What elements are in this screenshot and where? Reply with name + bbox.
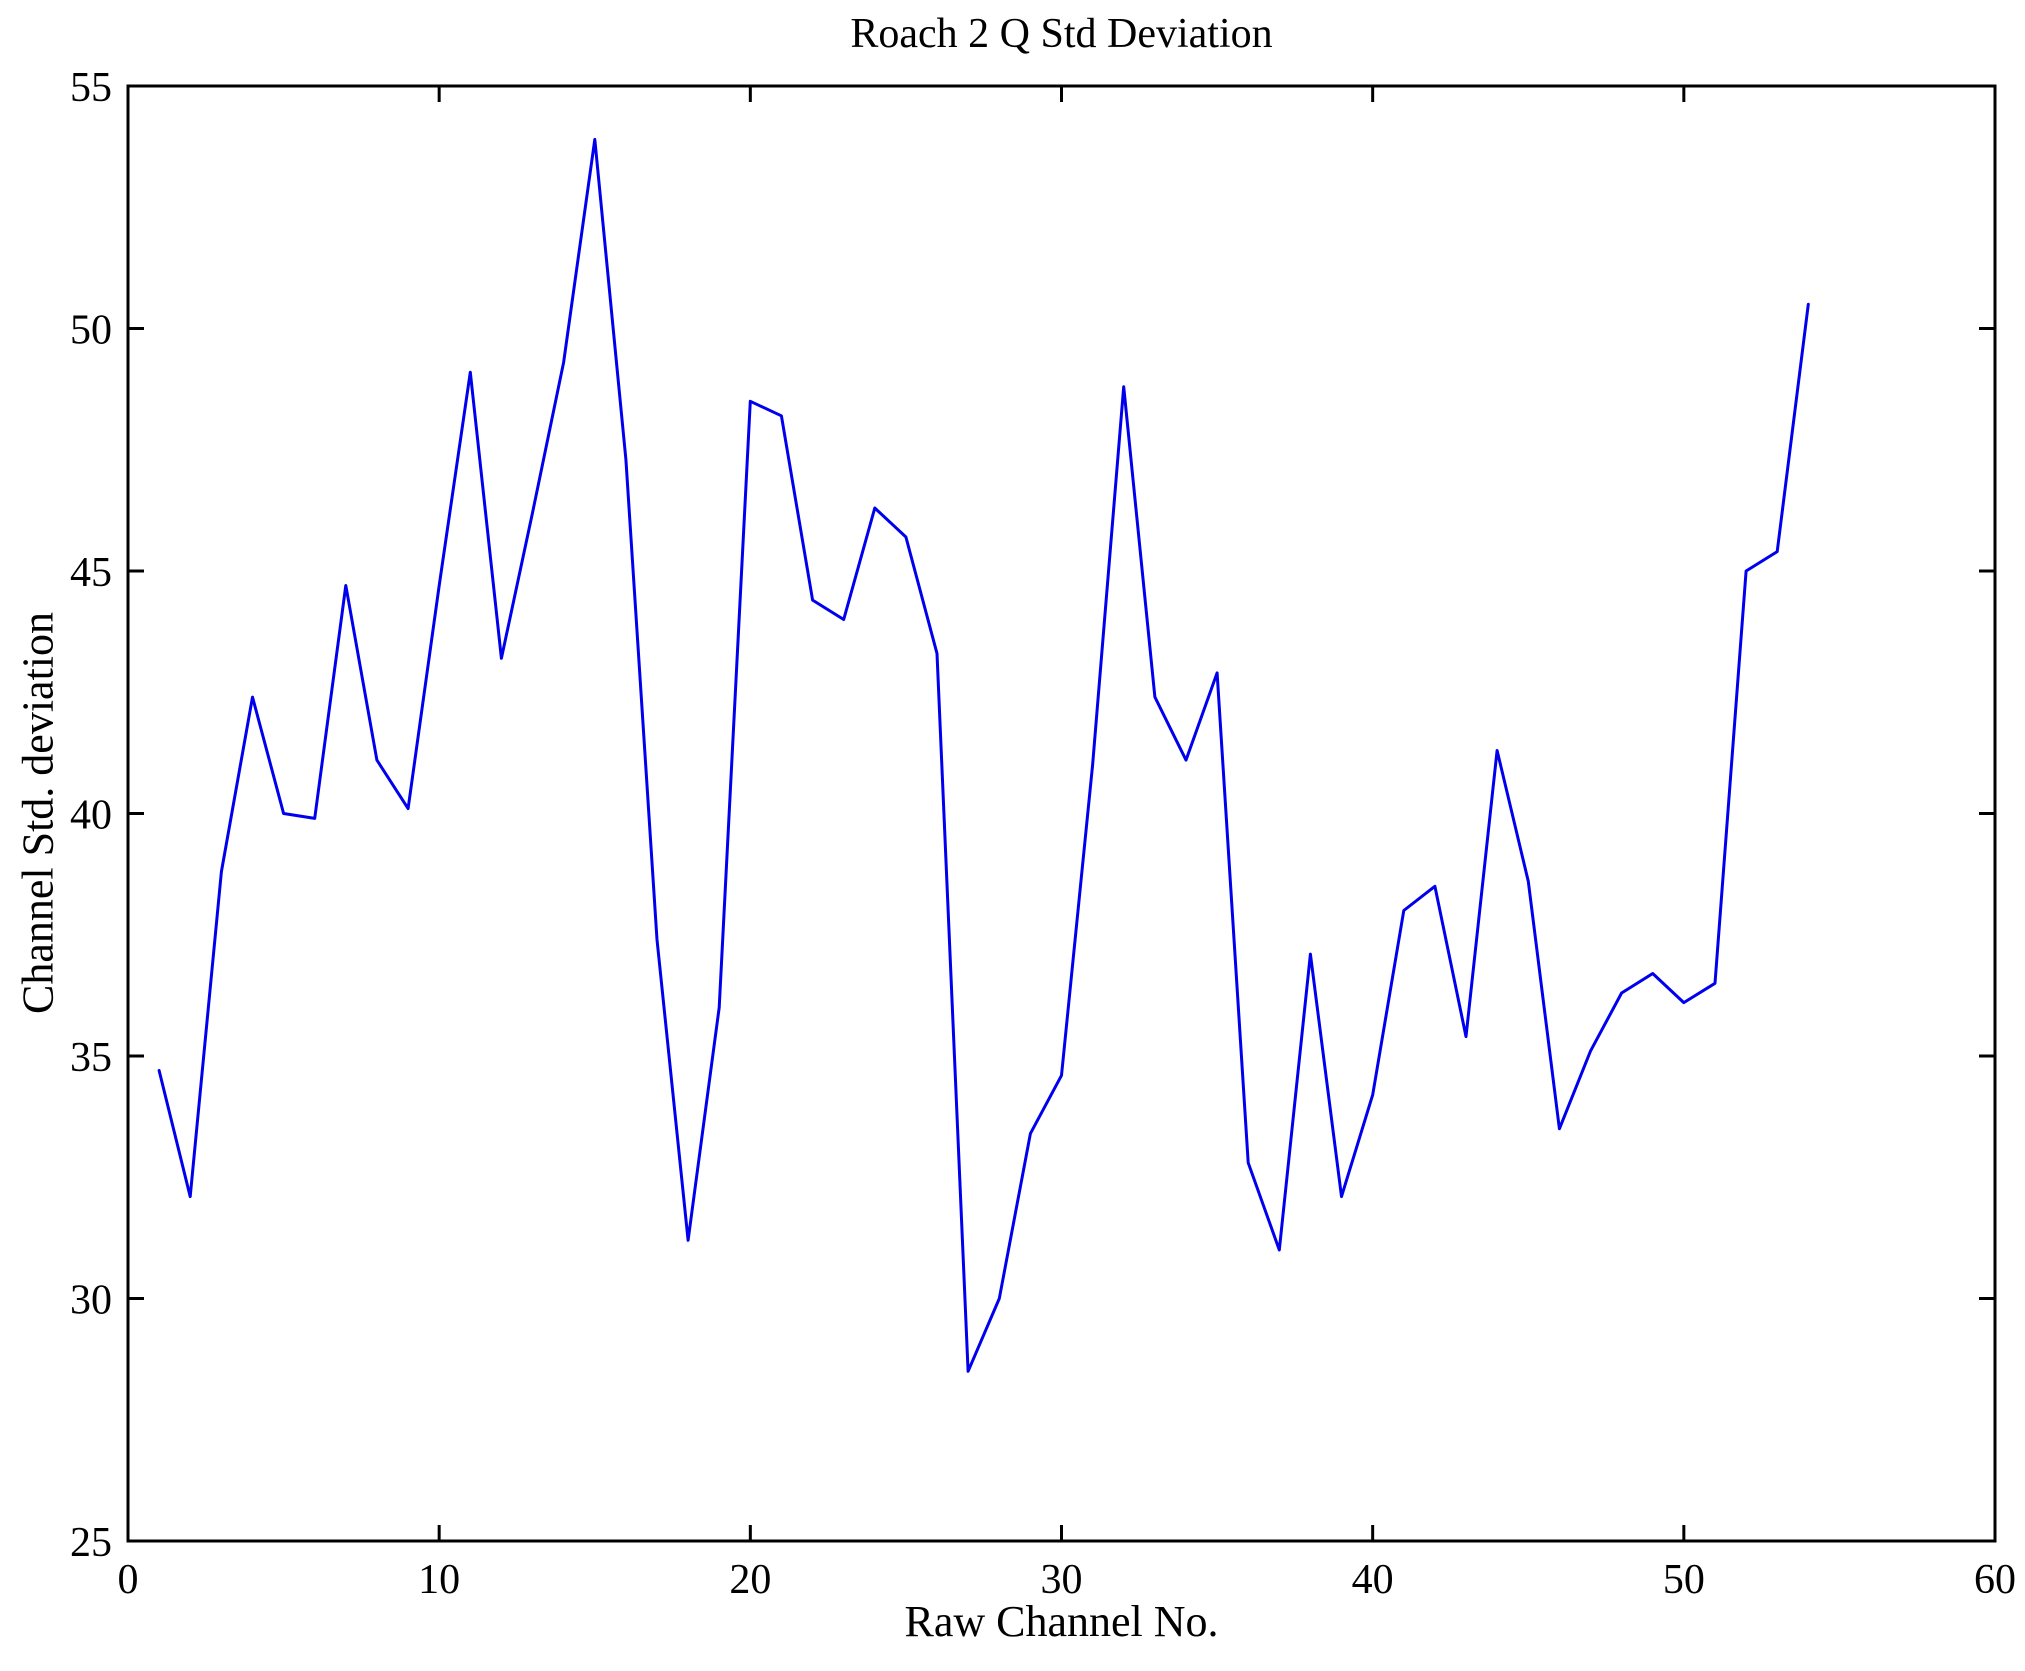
- y-tick-label: 40: [70, 793, 112, 839]
- x-tick-label: 40: [1352, 1557, 1394, 1603]
- data-line: [157, 137, 1810, 1373]
- x-axis-label: Raw Channel No.: [904, 1597, 1219, 1646]
- x-tick-label: 20: [729, 1557, 771, 1603]
- y-tick-label: 50: [70, 308, 112, 354]
- x-tick-label: 50: [1663, 1557, 1705, 1603]
- axis-box: [126, 84, 1997, 1543]
- y-tick-label: 55: [70, 65, 112, 111]
- x-tick-label: 30: [1041, 1557, 1083, 1603]
- y-tick-label: 45: [70, 550, 112, 596]
- y-tick-label: 30: [70, 1278, 112, 1324]
- chart-title: Roach 2 Q Std Deviation: [850, 11, 1273, 57]
- x-tick-label: 10: [418, 1557, 460, 1603]
- y-tick-label: 25: [70, 1520, 112, 1566]
- y-tick-label: 35: [70, 1035, 112, 1081]
- x-tick-label: 0: [118, 1557, 139, 1603]
- x-tick-label: 60: [1974, 1557, 2016, 1603]
